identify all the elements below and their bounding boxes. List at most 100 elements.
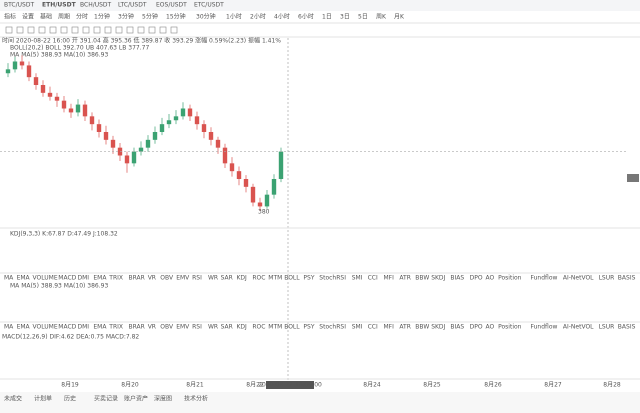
market-tab[interactable]: ETC/USDT — [194, 2, 224, 9]
indicator-option[interactable]: MFI — [384, 275, 395, 282]
indicator-option[interactable]: Position — [498, 324, 522, 331]
tool-icon[interactable] — [115, 26, 123, 34]
toolbar-item[interactable]: 4小时 — [274, 13, 290, 21]
toolbar-item[interactable]: 5分钟 — [142, 13, 158, 21]
tool-icon[interactable] — [16, 26, 24, 34]
market-tab[interactable]: BCH/USDT — [80, 2, 112, 9]
indicator-option[interactable]: SAR — [221, 275, 233, 282]
tool-icon[interactable] — [126, 26, 134, 34]
indicator-option[interactable]: LSUR — [599, 275, 615, 282]
toolbar-item[interactable]: 6小时 — [298, 13, 314, 21]
toolbar-item[interactable]: 1分钟 — [94, 13, 110, 21]
toolbar-item[interactable]: 指标 — [4, 13, 16, 21]
indicator-option[interactable]: DMI — [78, 324, 90, 331]
bottom-tab[interactable]: 未成交 — [4, 395, 22, 403]
indicator-option[interactable]: MTM — [268, 275, 282, 282]
indicator-option[interactable]: BIAS — [450, 324, 464, 331]
tool-icon[interactable] — [170, 26, 178, 34]
indicator-option[interactable]: EMV — [176, 324, 190, 331]
indicator-option[interactable]: MACD — [58, 275, 76, 282]
indicator-option[interactable]: CCI — [368, 275, 378, 282]
market-tab[interactable]: LTC/USDT — [118, 2, 147, 9]
indicator-option[interactable]: ATR — [399, 275, 410, 282]
tool-icon[interactable] — [137, 26, 145, 34]
indicator-option[interactable]: EMA — [17, 275, 31, 282]
indicator-option[interactable]: MA — [4, 324, 14, 331]
bottom-tab[interactable]: 账户资产 — [124, 395, 148, 403]
tool-icon[interactable] — [5, 26, 13, 34]
indicator-option[interactable]: SKDJ — [431, 275, 445, 282]
indicator-option[interactable]: BBW — [415, 275, 429, 282]
indicator-option[interactable]: StochRSI — [319, 324, 346, 331]
indicator-option[interactable]: DPO — [470, 275, 483, 282]
indicator-option[interactable]: RSI — [192, 275, 202, 282]
bottom-tab[interactable]: 计划单 — [34, 395, 52, 403]
indicator-option[interactable]: PSY — [303, 275, 314, 282]
indicator-option[interactable]: CCI — [368, 324, 378, 331]
indicator-option[interactable]: DPO — [470, 324, 483, 331]
indicator-option[interactable]: OBV — [160, 275, 174, 282]
indicator-option[interactable]: TRIX — [108, 275, 123, 282]
indicator-option[interactable]: MTM — [268, 324, 282, 331]
indicator-option[interactable]: AO — [486, 324, 495, 331]
toolbar-item[interactable]: 周K — [376, 14, 387, 21]
indicator-option[interactable]: BIAS — [450, 275, 464, 282]
toolbar-item[interactable]: 5日 — [358, 14, 368, 21]
indicator-option[interactable]: AI-NetVOL — [563, 275, 594, 282]
indicator-option[interactable]: ROC — [252, 275, 265, 282]
tool-icon[interactable] — [93, 26, 101, 34]
indicator-option[interactable]: EMA — [93, 275, 107, 282]
tool-icon[interactable] — [71, 26, 79, 34]
toolbar-item[interactable]: 30分钟 — [196, 13, 216, 21]
tool-icon[interactable] — [82, 26, 90, 34]
tool-icon[interactable] — [38, 26, 46, 34]
indicator-option[interactable]: BRAR — [129, 275, 145, 282]
indicator-option[interactable]: KDJ — [237, 324, 248, 331]
indicator-option[interactable]: OBV — [160, 324, 174, 331]
indicator-option[interactable]: SKDJ — [431, 324, 445, 331]
bottom-tab[interactable]: 技术分析 — [184, 395, 208, 403]
indicator-option[interactable]: BBW — [415, 324, 429, 331]
tool-icon[interactable] — [148, 26, 156, 34]
toolbar-item[interactable]: 2小时 — [250, 13, 266, 21]
indicator-option[interactable]: Fundflow — [531, 275, 558, 282]
indicator-option[interactable]: RSI — [192, 324, 202, 331]
indicator-option[interactable]: BOLL — [284, 324, 300, 331]
indicator-option[interactable]: SMI — [352, 324, 363, 331]
toolbar-item[interactable]: 3分钟 — [118, 13, 134, 21]
market-tab[interactable]: EOS/USDT — [156, 2, 187, 9]
indicator-option[interactable]: BASIS — [618, 275, 636, 282]
indicator-option[interactable]: BOLL — [284, 275, 300, 282]
indicator-option[interactable]: MACD — [58, 324, 76, 331]
toolbar-item[interactable]: 1小时 — [226, 13, 242, 21]
tool-icon[interactable] — [104, 26, 112, 34]
indicator-option[interactable]: VOLUME — [33, 324, 58, 331]
indicator-option[interactable]: SMI — [352, 275, 363, 282]
toolbar-item[interactable]: 周期 — [58, 13, 70, 21]
indicator-option[interactable]: VOLUME — [33, 275, 58, 282]
tool-icon[interactable] — [60, 26, 68, 34]
indicator-option[interactable]: SAR — [221, 324, 233, 331]
indicator-option[interactable]: TRIX — [108, 324, 123, 331]
indicator-option[interactable]: WR — [208, 275, 218, 282]
toolbar-item[interactable]: 月K — [394, 14, 405, 21]
indicator-option[interactable]: LSUR — [599, 324, 615, 331]
bottom-tab[interactable]: 历史 — [64, 395, 76, 403]
indicator-option[interactable]: KDJ — [237, 275, 248, 282]
toolbar-item[interactable]: 分时 — [76, 13, 88, 21]
toolbar-item[interactable]: 基础 — [40, 13, 52, 21]
tool-icon[interactable] — [27, 26, 35, 34]
indicator-option[interactable]: AO — [486, 275, 495, 282]
indicator-option[interactable]: EMV — [176, 275, 190, 282]
indicator-option[interactable]: StochRSI — [319, 275, 346, 282]
bottom-tab[interactable]: 深度图 — [154, 395, 172, 403]
indicator-option[interactable]: ROC — [252, 324, 265, 331]
toolbar-item[interactable]: 设置 — [22, 13, 34, 21]
indicator-option[interactable]: DMI — [78, 275, 90, 282]
market-tab[interactable]: BTC/USDT — [4, 2, 34, 9]
indicator-option[interactable]: BRAR — [129, 324, 145, 331]
indicator-option[interactable]: BASIS — [618, 324, 636, 331]
indicator-option[interactable]: AI-NetVOL — [563, 324, 594, 331]
indicator-option[interactable]: MA — [4, 275, 14, 282]
indicator-option[interactable]: ATR — [399, 324, 410, 331]
